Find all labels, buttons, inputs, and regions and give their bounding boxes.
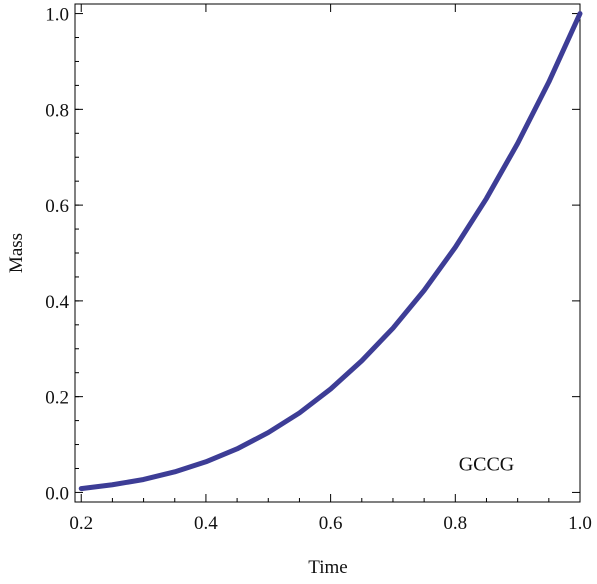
x-axis-label: Time	[308, 557, 347, 578]
y-axis-label: Mass	[6, 233, 27, 273]
axis-tick-labels: 0.2 0.4 0.6 0.8 1.00.00.20.40.60.81.0	[45, 5, 592, 534]
gccg-annotation: GCCG	[459, 454, 515, 476]
y-tick-label: 0.0	[45, 483, 69, 504]
axis-ticks	[75, 4, 581, 502]
y-tick-label: 0.6	[45, 196, 69, 217]
plot-frame	[74, 3, 581, 503]
x-tick-label: 0.6	[319, 513, 343, 534]
x-tick-label: 0.8	[443, 513, 467, 534]
x-tick-label: 0.4	[194, 513, 218, 534]
x-tick-label: 1.0	[568, 513, 592, 534]
y-tick-label: 0.2	[45, 388, 69, 409]
x-tick-label: 0.2	[69, 513, 93, 534]
series-line	[78, 11, 583, 492]
y-tick-label: 0.4	[45, 292, 69, 313]
y-tick-label: 1.0	[45, 5, 69, 26]
y-tick-label: 0.8	[45, 100, 69, 121]
